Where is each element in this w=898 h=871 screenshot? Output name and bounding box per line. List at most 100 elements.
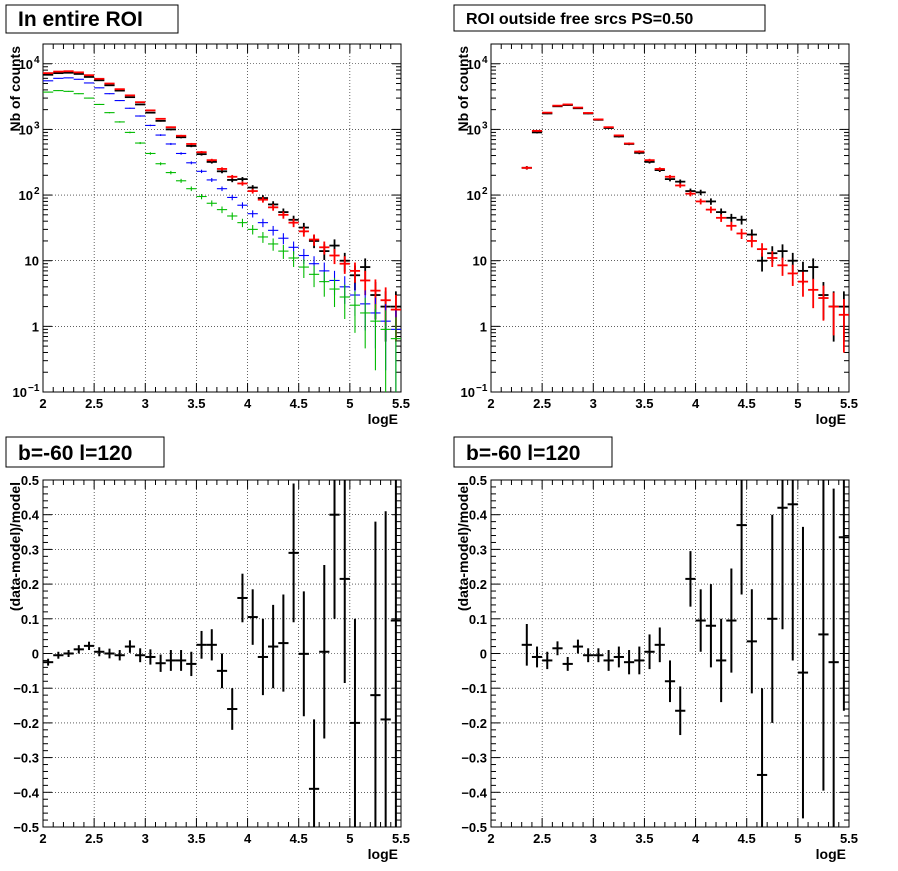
data-point bbox=[175, 650, 187, 671]
data-point bbox=[828, 292, 839, 336]
data-point bbox=[339, 480, 350, 683]
data-point bbox=[644, 158, 655, 162]
title-box bbox=[5, 436, 165, 468]
data-point bbox=[552, 104, 563, 107]
x-axis-label: logE bbox=[816, 846, 846, 862]
data-point bbox=[298, 226, 309, 237]
chart-title: b=-60 l=120 bbox=[466, 442, 580, 465]
data-point bbox=[664, 660, 676, 703]
data-point bbox=[53, 77, 64, 79]
data-point bbox=[216, 186, 228, 192]
data-point bbox=[186, 142, 197, 146]
data-point bbox=[114, 121, 125, 123]
data-point bbox=[114, 88, 125, 91]
data-point bbox=[104, 84, 115, 87]
data-point bbox=[206, 158, 217, 162]
y-tick-label: 0.4 bbox=[469, 508, 488, 523]
data-point bbox=[145, 111, 156, 114]
chart-title: ROI outside free srcs PS=0.50 bbox=[466, 11, 693, 28]
data-point bbox=[603, 650, 614, 671]
y-tick-label: 0 bbox=[32, 647, 39, 662]
data-point bbox=[73, 645, 84, 654]
y-tick-label: −0.4 bbox=[461, 785, 487, 800]
plot-frame bbox=[42, 43, 402, 393]
data-point bbox=[94, 87, 105, 89]
y-tick-label: 0.3 bbox=[21, 542, 39, 557]
data-point bbox=[695, 589, 706, 652]
y-tick-exponent: 2 bbox=[482, 186, 488, 197]
data-point bbox=[63, 650, 74, 657]
data-point bbox=[94, 79, 105, 82]
data-point bbox=[572, 106, 584, 109]
chart-title: b=-60 l=120 bbox=[18, 442, 132, 465]
data-point bbox=[94, 103, 105, 105]
data-point bbox=[329, 278, 340, 308]
data-point bbox=[767, 251, 778, 268]
data-point bbox=[73, 71, 84, 74]
data-point bbox=[94, 77, 105, 80]
y-axis-label: Nb of counts bbox=[7, 46, 23, 132]
data-point bbox=[562, 656, 573, 671]
y-tick-label: 0.5 bbox=[469, 473, 487, 488]
data-point bbox=[145, 109, 156, 112]
data-point bbox=[175, 152, 187, 155]
y-tick-label: 0.2 bbox=[21, 577, 39, 592]
x-tick-label: 3.5 bbox=[635, 396, 653, 411]
data-point bbox=[206, 178, 217, 182]
series-1 bbox=[43, 480, 401, 827]
data-point bbox=[818, 285, 829, 321]
data-point bbox=[43, 80, 54, 82]
data-point bbox=[63, 70, 74, 73]
plot-frame bbox=[42, 479, 402, 828]
data-point bbox=[623, 142, 635, 145]
title-box bbox=[453, 4, 766, 32]
data-point bbox=[43, 658, 54, 666]
y-tick-label: 10 bbox=[467, 188, 481, 203]
data-point bbox=[73, 78, 84, 80]
data-point bbox=[186, 186, 197, 192]
data-point bbox=[135, 103, 146, 106]
y-tick-label: 10 bbox=[461, 385, 475, 400]
data-point bbox=[593, 648, 604, 663]
data-point bbox=[838, 480, 849, 711]
y-axis-label: (data-model)/model bbox=[455, 482, 471, 611]
y-axis-label: (data-model)/model bbox=[7, 482, 23, 611]
x-tick-label: 2 bbox=[487, 396, 494, 411]
data-point bbox=[227, 194, 238, 201]
y-tick-label: −0.2 bbox=[13, 716, 39, 731]
y-tick-label: −0.5 bbox=[13, 820, 39, 835]
data-point bbox=[339, 256, 350, 274]
y-tick-label: 10 bbox=[19, 57, 33, 72]
chart-panel-3: 2 2.5 3 3.5 4 4.5 5 5.5 −0.5 −0.4 −0.3 −0.2 −0.1 0 0.1… bbox=[5, 436, 410, 862]
data-point bbox=[124, 96, 136, 99]
data-point bbox=[777, 244, 788, 260]
y-tick-label: 0.1 bbox=[21, 612, 39, 627]
data-point bbox=[797, 271, 809, 297]
data-point bbox=[390, 480, 401, 827]
y-tick-exponent: −1 bbox=[28, 383, 40, 394]
data-point bbox=[186, 161, 197, 165]
data-point bbox=[329, 480, 340, 619]
data-point bbox=[165, 170, 176, 175]
data-point bbox=[104, 648, 115, 659]
x-tick-label: 2.5 bbox=[85, 396, 103, 411]
data-point bbox=[227, 688, 238, 730]
data-point bbox=[43, 72, 54, 75]
data-point bbox=[268, 238, 279, 251]
x-tick-label: 5.5 bbox=[392, 396, 410, 411]
x-tick-label: 4 bbox=[692, 396, 700, 411]
series-2 bbox=[521, 103, 849, 353]
data-point bbox=[756, 688, 768, 827]
data-point bbox=[288, 483, 299, 623]
data-point bbox=[145, 124, 156, 127]
y-tick-exponent: 3 bbox=[34, 120, 40, 131]
data-point bbox=[349, 618, 361, 827]
series-1 bbox=[521, 480, 849, 827]
data-point bbox=[165, 128, 176, 131]
data-point bbox=[726, 221, 737, 231]
data-point bbox=[268, 204, 279, 211]
data-point bbox=[838, 299, 849, 353]
data-point bbox=[298, 591, 309, 717]
data-point bbox=[685, 191, 696, 197]
